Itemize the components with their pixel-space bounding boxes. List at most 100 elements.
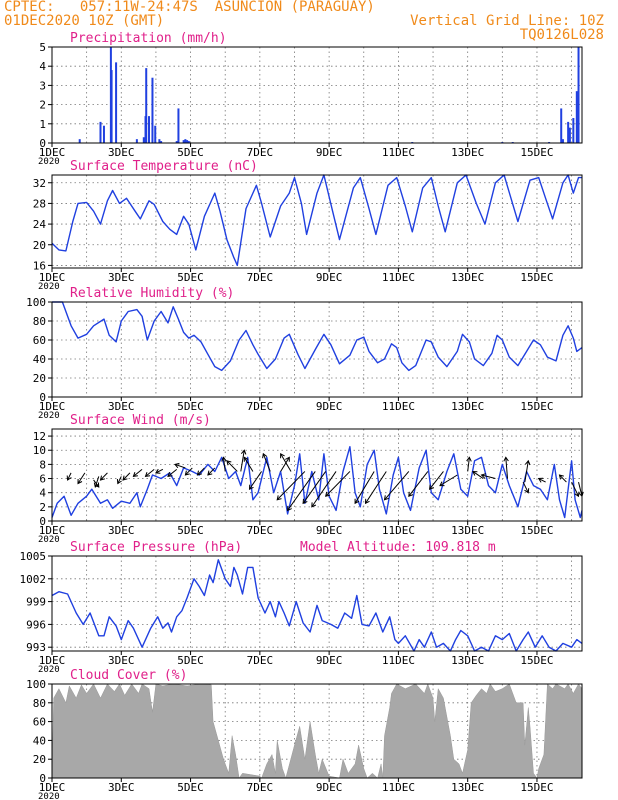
x-tick-label: 11DEC (382, 781, 415, 794)
x-tick-label: 5DEC (177, 146, 204, 159)
y-tick-label: 80 (33, 697, 46, 710)
wind-arrow-head (383, 495, 389, 501)
series-line (52, 301, 583, 372)
precip-bar (177, 108, 180, 143)
wind-arrow-head (174, 462, 180, 469)
x-tick-label: 9DEC (316, 781, 343, 794)
wind-arrow (429, 471, 444, 490)
header-datetime: 01DEC2020 10Z (GMT) (4, 13, 165, 29)
wind-arrow-head (262, 452, 268, 459)
y-tick-label: 0 (39, 391, 46, 404)
panel-2: 0 20 40 60 80 100 1DEC 3DEC 5DEC 7DEC 9DEC 11DEC 13D… (26, 286, 583, 421)
panel-title: Surface Pressure (hPa) (70, 540, 242, 555)
series-line (51, 446, 583, 519)
x-tick-label: 13DEC (451, 654, 484, 667)
x-tick-label: 7DEC (247, 781, 274, 794)
plot-area (52, 47, 582, 143)
wind-arrow (222, 457, 226, 472)
wind-arrow (280, 457, 290, 472)
y-tick-label: 40 (33, 353, 46, 366)
plot-frame (51, 46, 583, 144)
wind-arrow-head (325, 491, 331, 497)
y-tick-label: 0 (39, 772, 46, 785)
panel-title: Surface Temperature (nC) (70, 159, 258, 174)
year-label: 2020 (38, 792, 60, 800)
plot-frame (51, 428, 583, 522)
series-line (51, 559, 583, 652)
x-tick-label: 1DEC (39, 654, 66, 667)
x-tick-label: 7DEC (247, 146, 274, 159)
panel-title: Relative Humidity (%) (70, 286, 234, 301)
x-tick-label: 11DEC (382, 271, 415, 284)
wind-arrow-head (226, 460, 232, 466)
precip-bar (575, 91, 578, 143)
y-tick-label: 0 (39, 515, 46, 528)
x-tick-label: 1DEC (39, 524, 66, 537)
x-tick-label: 7DEC (247, 524, 274, 537)
wind-arrow (155, 468, 164, 474)
y-tick-label: 8 (39, 458, 46, 471)
wind-arrow-head (354, 498, 360, 505)
header-model-id: TQ0126L028 (519, 27, 604, 43)
wind-arrow-head (466, 456, 472, 462)
panel-subtitle: Model Altitude: 109.818 m (300, 540, 496, 555)
wind-arrow-head (221, 456, 227, 462)
wind-arrow-head (537, 477, 544, 483)
precip-bar (115, 62, 118, 143)
wind-arrow (354, 471, 375, 504)
wind-arrow-head (66, 475, 72, 481)
x-tick-label: 11DEC (382, 146, 415, 159)
wind-arrow-head (155, 468, 161, 474)
year-label: 2020 (38, 665, 60, 675)
y-tick-label: 996 (26, 618, 46, 631)
precip-bar (110, 70, 113, 143)
x-tick-label: 1DEC (39, 400, 66, 413)
y-tick-label: 1002 (20, 573, 47, 586)
x-tick-label: 11DEC (382, 400, 415, 413)
precip-bar (175, 141, 178, 143)
year-label: 2020 (38, 157, 60, 167)
wind-arrow-head (302, 498, 308, 505)
wind-arrow (240, 450, 245, 472)
y-tick-label: 2 (39, 99, 46, 112)
wind-arrow (243, 457, 254, 472)
x-tick-label: 3DEC (108, 781, 135, 794)
y-tick-label: 1005 (20, 550, 47, 563)
x-tick-label: 7DEC (247, 400, 274, 413)
x-tick-label: 11DEC (382, 524, 415, 537)
precip-bar (78, 139, 81, 143)
wind-arrow-head (364, 498, 370, 505)
wind-arrow-head (240, 449, 247, 455)
x-tick-label: 3DEC (108, 271, 135, 284)
wind-arrow (94, 476, 100, 488)
wind-arrow (467, 457, 470, 472)
wind-arrow (439, 474, 458, 487)
x-tick-label: 9DEC (316, 400, 343, 413)
year-label: 2020 (38, 411, 60, 421)
wind-arrow-head (439, 481, 445, 487)
x-tick-label: 11DEC (382, 654, 415, 667)
wind-arrow (559, 474, 567, 483)
x-tick-label: 7DEC (247, 271, 274, 284)
wind-arrow-head (558, 474, 564, 480)
y-tick-label: 2 (39, 501, 46, 514)
wind-arrow (276, 471, 306, 501)
wind-arrow (197, 467, 205, 476)
y-tick-label: 0 (39, 137, 46, 150)
x-tick-label: 15DEC (520, 524, 553, 537)
wind-arrow-head (503, 456, 509, 462)
wind-arrow-head (285, 456, 290, 462)
precip-bar (147, 116, 150, 143)
wind-arrow-head (77, 478, 83, 485)
panel-title: Surface Wind (m/s) (70, 413, 211, 428)
wind-arrow-head (276, 495, 282, 501)
x-tick-label: 5DEC (177, 400, 204, 413)
y-tick-label: 28 (33, 197, 46, 210)
x-tick-label: 9DEC (316, 654, 343, 667)
x-tick-label: 15DEC (520, 400, 553, 413)
wind-arrow (249, 471, 262, 490)
precip-bar (186, 140, 189, 143)
precip-bar (182, 140, 185, 143)
panel-1: 16 20 24 28 32 1DEC 3DEC 5DEC 7DEC 9DEC 11DEC 13DEC… (33, 159, 583, 292)
x-tick-label: 13DEC (451, 781, 484, 794)
